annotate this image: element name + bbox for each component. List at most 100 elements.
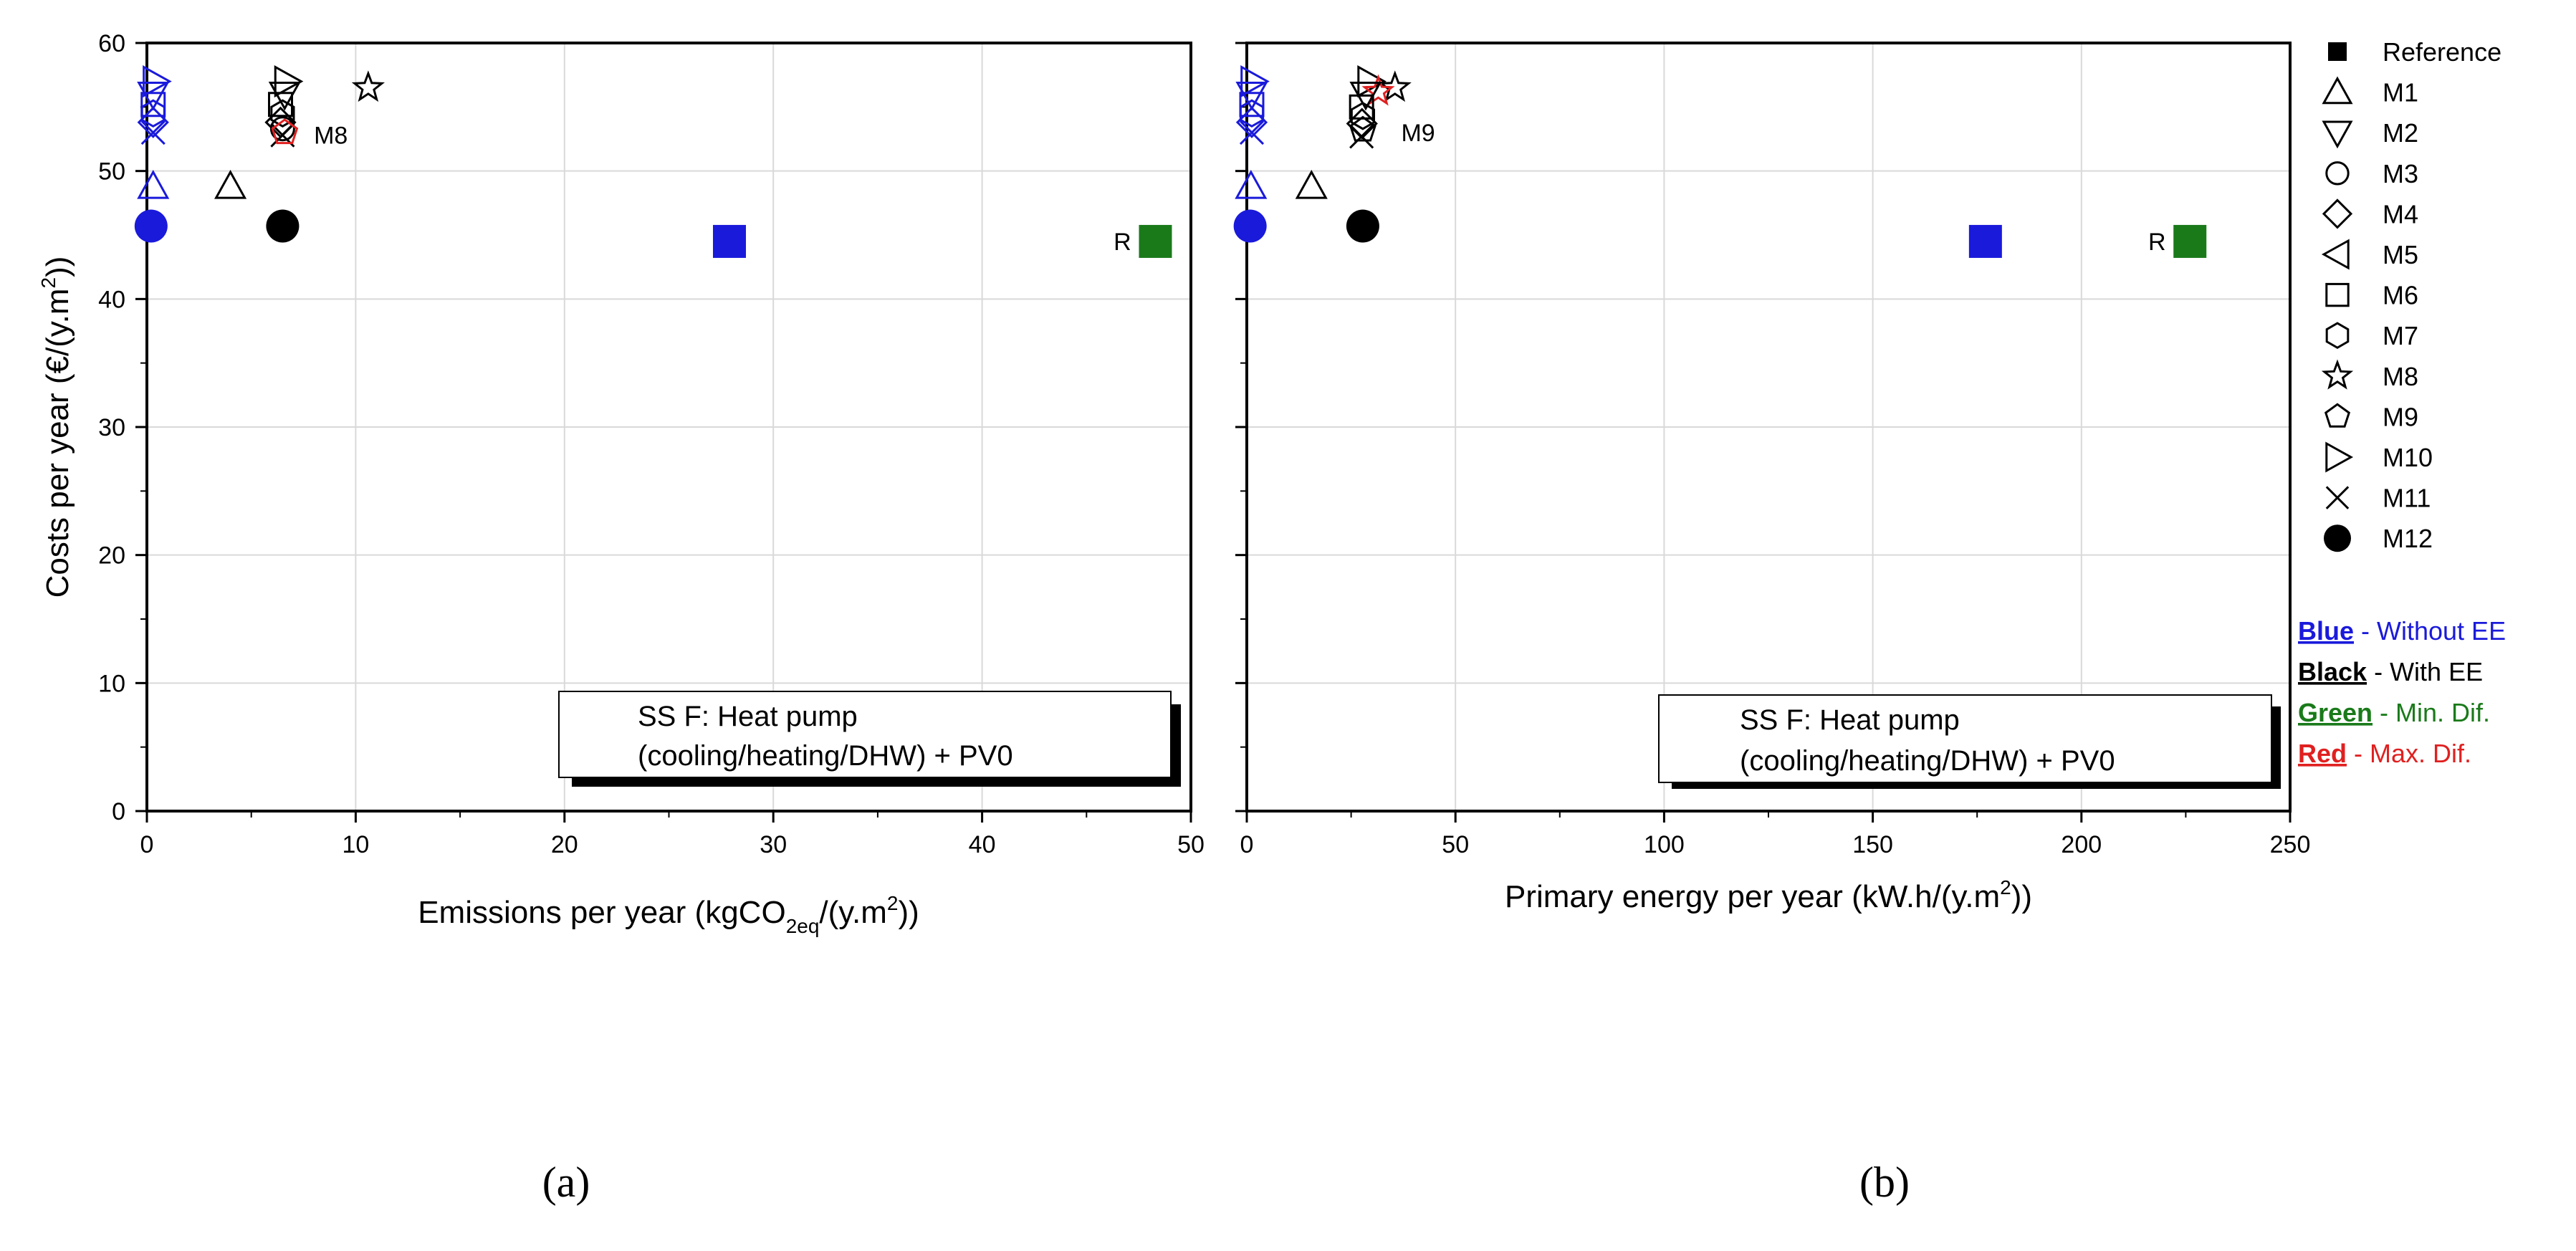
panel-b-point-square-blue bbox=[1968, 224, 2002, 258]
panel-b-annotations: R M9 bbox=[1401, 120, 2165, 256]
panel-b-points bbox=[1233, 65, 2207, 258]
legend-item-m2: M2 bbox=[2322, 118, 2418, 149]
panel-a-point-circle-filled-black bbox=[266, 209, 300, 243]
legend-item-m4: M4 bbox=[2322, 198, 2418, 229]
panel-a-point-triangle-down-blue bbox=[137, 81, 170, 111]
panel-b-point-star-black bbox=[1378, 70, 1412, 102]
legend-label: M2 bbox=[2383, 118, 2418, 148]
panel-b-annotation: R bbox=[2148, 229, 2166, 256]
legend-item-m7: M7 bbox=[2325, 321, 2418, 350]
panel-a-point-diamond-blue bbox=[137, 106, 169, 138]
panel-b-point-square-open-blue bbox=[1239, 92, 1265, 118]
legend-item-m9: M9 bbox=[2324, 402, 2418, 431]
panel-b-point-pentagon-black bbox=[1349, 115, 1376, 142]
panel-b-box-frame bbox=[1658, 694, 2272, 783]
color-key-desc: - With EE bbox=[2367, 657, 2483, 686]
panel-b-point-triangle-right-black bbox=[1357, 65, 1387, 98]
panel-b-xtick-label: 200 bbox=[2061, 831, 2102, 858]
color-key-black: Black - With EE bbox=[2298, 657, 2483, 686]
panel-a-xtick-label: 10 bbox=[342, 831, 369, 858]
panel-a-xtick-label: 0 bbox=[140, 831, 154, 858]
panel-a-point-hexagon-black bbox=[270, 99, 295, 128]
legend-marker-star bbox=[2321, 359, 2354, 390]
legend-marker-triangle-right bbox=[2325, 441, 2354, 473]
legend-label: M6 bbox=[2383, 281, 2418, 310]
legend-marker-cross bbox=[2325, 486, 2350, 509]
legend-item-m6: M6 bbox=[2325, 281, 2418, 310]
panel-a-point-triangle-right-black bbox=[274, 65, 304, 98]
legend-label: M1 bbox=[2383, 78, 2418, 107]
panel-b-box-line-2: (cooling/heating/DHW) + PV0 bbox=[1740, 745, 2115, 777]
legend-marker-triangle-down bbox=[2322, 120, 2353, 149]
panel-b-box-line-1: SS F: Heat pump bbox=[1740, 704, 1960, 736]
color-key-desc: - Min. Dif. bbox=[2372, 698, 2490, 727]
panel-b-point-hexagon-blue bbox=[1239, 99, 1265, 128]
legend-label: M5 bbox=[2383, 240, 2418, 269]
panel-b-grid bbox=[1247, 43, 2290, 811]
panel-a-x-axis-title: Emissions per year (kgCO2eq/(y.m2)) bbox=[418, 892, 919, 937]
panel-b-xlabel-part-2: )) bbox=[2011, 879, 2032, 914]
panel-a-xtick-label: 40 bbox=[969, 831, 996, 858]
panel-a-point-cross-blue bbox=[140, 120, 166, 145]
legend-item-m1: M1 bbox=[2322, 76, 2418, 107]
color-key: Blue - Without EE Black - With EE Green - … bbox=[2298, 616, 2506, 768]
panel-b-ticks: 0 50 100 150 200 250 bbox=[1235, 42, 2311, 858]
panel-a-ytick-label: 30 bbox=[98, 414, 125, 441]
panel-b-point-diamond-blue bbox=[1235, 106, 1268, 138]
legend-marker-triangle-left bbox=[2321, 239, 2350, 270]
panel-a-xlabel-sub: 2eq bbox=[786, 915, 820, 937]
panel-a-points bbox=[134, 65, 1172, 258]
panel-a-ylabel-part-2: )) bbox=[40, 257, 75, 277]
panel-b-point-cross-blue bbox=[1239, 120, 1265, 145]
panel-b: 0 50 100 150 200 250 SS F: Heat pump (cooling… bbox=[1233, 42, 2311, 914]
color-key-name: Green bbox=[2298, 698, 2372, 727]
panel-b-xlabel-sup: 2 bbox=[2000, 876, 2011, 898]
caption-b: (b) bbox=[1859, 1159, 1910, 1206]
panel-b-info-box: SS F: Heat pump (cooling/heating/DHW) + … bbox=[1658, 694, 2281, 789]
caption-a: (a) bbox=[542, 1159, 590, 1206]
panel-b-point-circle-filled-black bbox=[1346, 209, 1379, 243]
panel-a-info-box: SS F: Heat pump (cooling/heating/DHW) + … bbox=[558, 691, 1181, 787]
panel-a-point-square-blue bbox=[713, 224, 747, 258]
panel-b-x-axis-title: Primary energy per year (kW.h/(y.m2)) bbox=[1505, 876, 2032, 914]
panel-b-point-circle-filled-blue bbox=[1233, 209, 1267, 243]
panel-a-point-star-black bbox=[351, 70, 385, 102]
panel-b-xtick-label: 0 bbox=[1240, 831, 1254, 858]
panel-a-point-hexagon-blue bbox=[140, 99, 166, 128]
legend-label: M9 bbox=[2383, 402, 2418, 431]
panel-a: 0 10 20 30 40 50 0 10 20 30 40 50 60 SS F: Heat pump… bbox=[37, 30, 1205, 937]
panel-a-ytick-label: 50 bbox=[98, 158, 125, 186]
panel-a-box-line-1: SS F: Heat pump bbox=[638, 701, 858, 732]
panel-a-ticks: 0 10 20 30 40 50 0 10 20 30 40 50 60 bbox=[98, 30, 1205, 858]
panel-b-point-square-green bbox=[2173, 224, 2207, 258]
panel-a-grid bbox=[147, 43, 1191, 811]
color-key-blue: Blue - Without EE bbox=[2298, 616, 2506, 646]
panel-a-ytick-label: 20 bbox=[98, 542, 125, 570]
legend-item-m8: M8 bbox=[2321, 359, 2418, 391]
panel-b-point-hexagon-black bbox=[1350, 102, 1375, 130]
legend-label: M10 bbox=[2383, 443, 2433, 472]
panel-b-xtick-label: 250 bbox=[2270, 831, 2311, 858]
legend-marker-pentagon bbox=[2324, 403, 2351, 428]
panel-a-xlabel-part-3: )) bbox=[898, 895, 919, 930]
panel-a-point-circle-open-black bbox=[269, 116, 295, 142]
panel-a-xtick-label: 50 bbox=[1177, 831, 1205, 858]
legend: Reference M1 M2 M3 M4 M5 M6 M7 M8 M9 M10 M11 M12 bbox=[2321, 37, 2501, 553]
color-key-green: Green - Min. Dif. bbox=[2298, 698, 2490, 727]
color-key-desc: - Max. Dif. bbox=[2347, 739, 2471, 768]
color-key-desc: - Without EE bbox=[2354, 616, 2506, 646]
legend-marker-circle-open bbox=[2325, 161, 2350, 186]
panel-a-ylabel-sup: 2 bbox=[37, 277, 59, 289]
panel-a-ytick-label: 10 bbox=[98, 670, 125, 697]
panel-a-point-triangle-up-blue bbox=[137, 170, 170, 199]
panel-a-xtick-label: 20 bbox=[551, 831, 578, 858]
panel-a-point-pentagon-red bbox=[271, 118, 299, 145]
panel-b-xtick-label: 50 bbox=[1442, 831, 1469, 858]
color-key-red: Red - Max. Dif. bbox=[2298, 739, 2471, 768]
legend-item-m11: M11 bbox=[2325, 484, 2431, 513]
panel-a-point-triangle-right-blue bbox=[143, 65, 172, 98]
panel-a-annotation: M8 bbox=[314, 123, 348, 150]
legend-marker-triangle-up bbox=[2322, 76, 2353, 105]
panel-b-xtick-label: 100 bbox=[1644, 831, 1685, 858]
panel-a-point-circle-filled-blue bbox=[134, 209, 168, 243]
